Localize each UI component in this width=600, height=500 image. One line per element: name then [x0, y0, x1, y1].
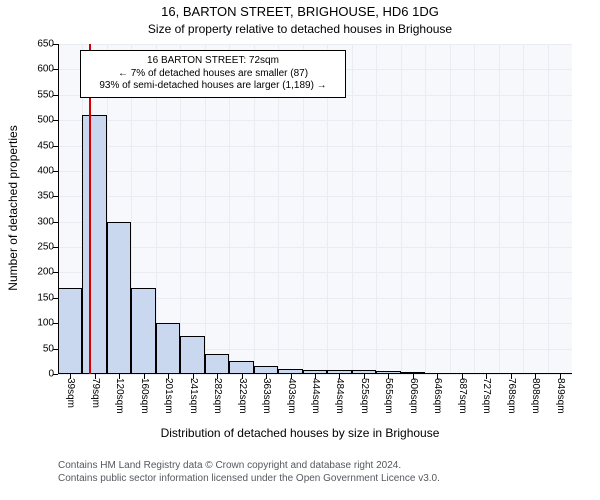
x-tick-label: 39sqm	[65, 378, 76, 408]
footer-attribution: Contains HM Land Registry data © Crown c…	[58, 460, 440, 485]
y-tick-label: 250	[37, 242, 58, 253]
histogram-bar	[180, 336, 204, 374]
grid-line-v	[401, 44, 402, 374]
x-tick-label: 768sqm	[506, 378, 517, 414]
x-tick-label: 808sqm	[530, 378, 541, 414]
y-tick-label: 350	[37, 191, 58, 202]
x-tick-label: 727sqm	[481, 378, 492, 414]
x-tick-label: 201sqm	[163, 378, 174, 414]
grid-line-h	[58, 44, 572, 45]
y-tick-label: 600	[37, 64, 58, 75]
x-axis-line	[58, 373, 572, 374]
x-tick-label: 363sqm	[261, 378, 272, 414]
y-tick-label: 200	[37, 267, 58, 278]
grid-line-v	[474, 44, 475, 374]
grid-line-v	[425, 44, 426, 374]
y-tick-label: 150	[37, 292, 58, 303]
x-tick-label: 444sqm	[310, 378, 321, 414]
x-tick-label: 484sqm	[334, 378, 345, 414]
x-tick-label: 160sqm	[139, 378, 150, 414]
histogram-bar	[107, 222, 131, 374]
grid-line-v	[499, 44, 500, 374]
x-tick-label: 241sqm	[188, 378, 199, 414]
annotation-line-2: ← 7% of detached houses are smaller (87)	[89, 68, 337, 81]
x-tick-label: 565sqm	[383, 378, 394, 414]
y-axis-label: Number of detached properties	[6, 125, 20, 290]
y-tick-label: 550	[37, 89, 58, 100]
histogram-bar	[82, 115, 106, 374]
plot-area: 16 BARTON STREET: 72sqm ← 7% of detached…	[58, 44, 572, 374]
chart-title: 16, BARTON STREET, BRIGHOUSE, HD6 1DG	[0, 4, 600, 19]
annotation-line-3: 93% of semi-detached houses are larger (…	[89, 80, 337, 93]
grid-line-v	[450, 44, 451, 374]
grid-line-v	[523, 44, 524, 374]
grid-line-v	[376, 44, 377, 374]
histogram-bar	[131, 288, 155, 374]
x-tick-label: 646sqm	[432, 378, 443, 414]
grid-line-h	[58, 247, 572, 248]
x-tick-label: 282sqm	[212, 378, 223, 414]
y-tick-label: 300	[37, 216, 58, 227]
grid-line-h	[58, 272, 572, 273]
x-tick-label: 606sqm	[408, 378, 419, 414]
histogram-bar	[58, 288, 82, 374]
grid-line-v	[352, 44, 353, 374]
y-tick-label: 50	[43, 343, 58, 354]
x-tick-label: 79sqm	[90, 378, 101, 408]
y-tick-label: 650	[37, 39, 58, 50]
y-tick-label: 100	[37, 318, 58, 329]
grid-line-h	[58, 146, 572, 147]
y-tick-label: 450	[37, 140, 58, 151]
x-axis-label: Distribution of detached houses by size …	[0, 426, 600, 440]
footer-line-1: Contains HM Land Registry data © Crown c…	[58, 460, 440, 473]
x-tick-label: 525sqm	[359, 378, 370, 414]
y-tick-label: 0	[48, 369, 58, 380]
histogram-bar	[156, 323, 180, 374]
grid-line-h	[58, 222, 572, 223]
x-tick-label: 120sqm	[114, 378, 125, 414]
x-tick-label: 849sqm	[555, 378, 566, 414]
grid-line-h	[58, 171, 572, 172]
x-tick-label: 403sqm	[286, 378, 297, 414]
y-tick-label: 400	[37, 165, 58, 176]
y-tick-label: 500	[37, 115, 58, 126]
grid-line-v	[548, 44, 549, 374]
annotation-box: 16 BARTON STREET: 72sqm ← 7% of detached…	[80, 50, 346, 98]
grid-line-h	[58, 120, 572, 121]
x-tick-label: 687sqm	[457, 378, 468, 414]
chart-subtitle: Size of property relative to detached ho…	[0, 22, 600, 36]
annotation-line-1: 16 BARTON STREET: 72sqm	[89, 55, 337, 68]
histogram-bar	[205, 354, 229, 374]
x-tick-label: 322sqm	[237, 378, 248, 414]
chart-container: 16, BARTON STREET, BRIGHOUSE, HD6 1DG Si…	[0, 0, 600, 500]
y-axis-line	[58, 44, 59, 374]
grid-line-h	[58, 196, 572, 197]
footer-line-2: Contains public sector information licen…	[58, 473, 440, 486]
